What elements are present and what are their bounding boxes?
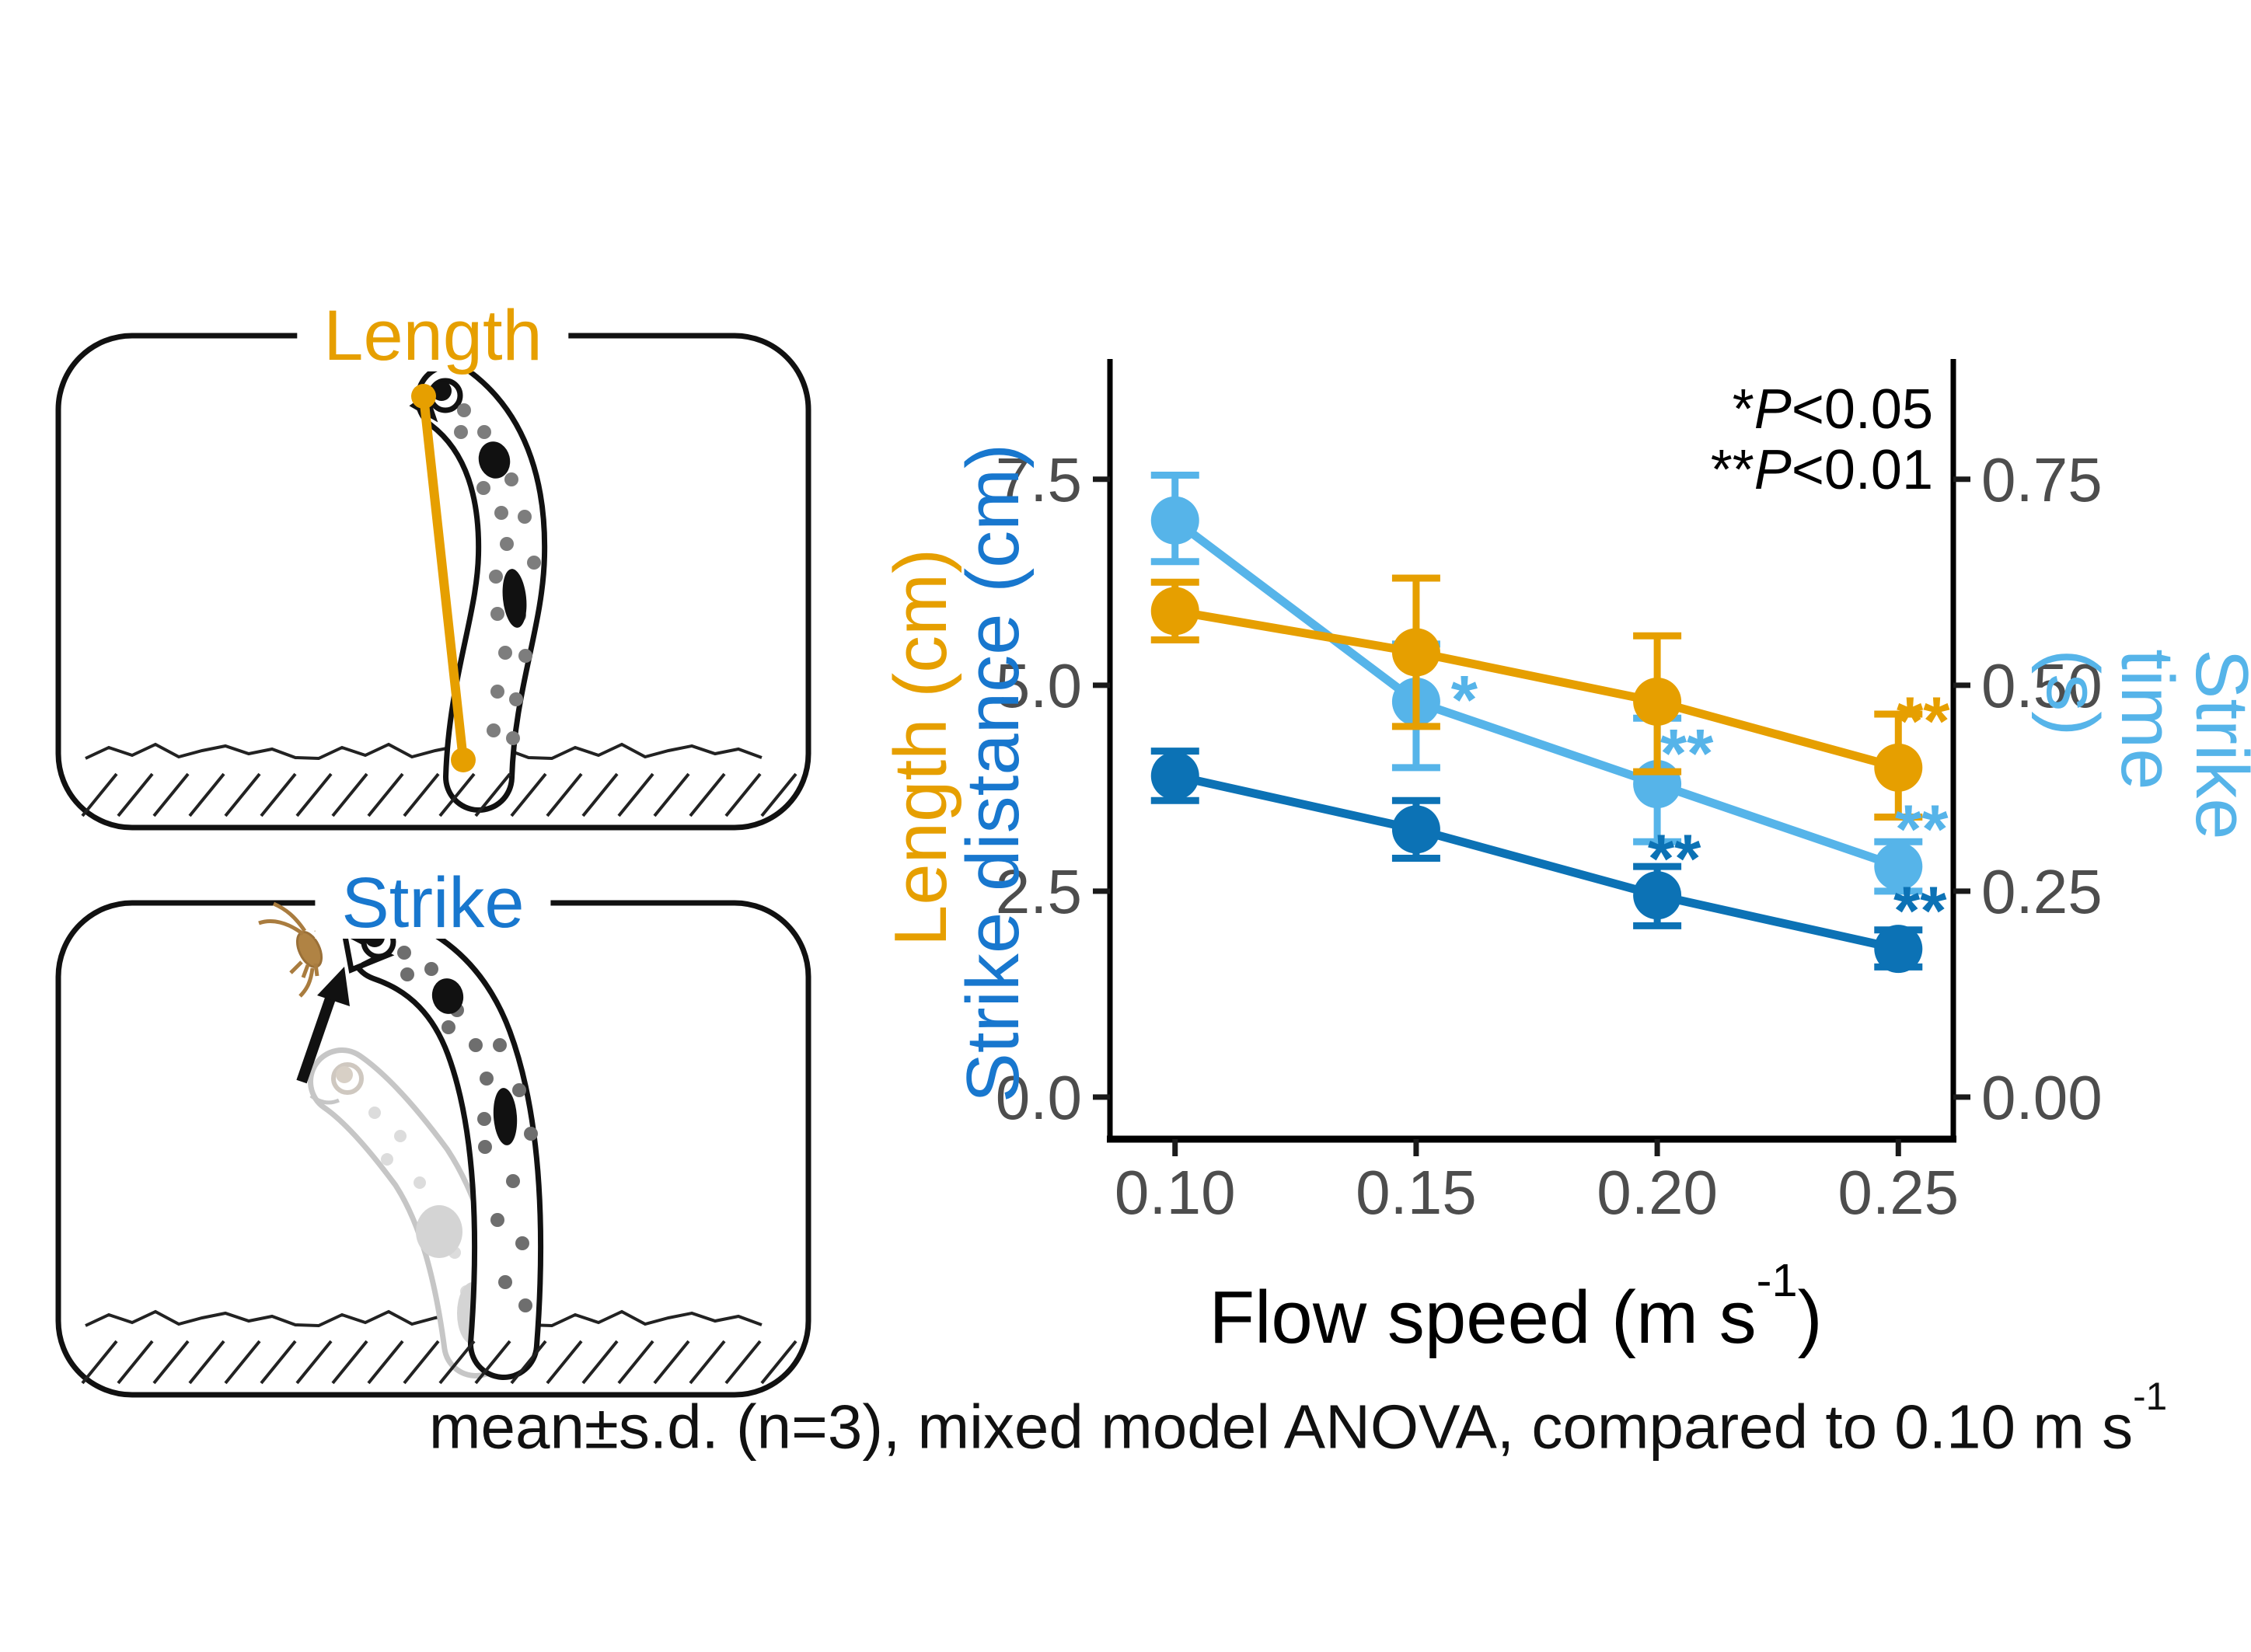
p-value-legend: *P<0.05 **P<0.01 xyxy=(1711,379,1933,500)
significance-mark: ** xyxy=(1897,682,1950,759)
length-seafloor xyxy=(85,742,763,761)
data-point xyxy=(1874,925,1923,974)
strike-seafloor-hatch xyxy=(81,1340,797,1385)
strike-seafloor xyxy=(85,1309,763,1328)
length-eel-blotch-2 xyxy=(502,569,527,628)
caption-sup: -1 xyxy=(2133,1374,2168,1418)
y-axis-title-length: Length (cm) xyxy=(879,548,962,947)
strike-eel-spots xyxy=(397,946,538,1312)
data-point xyxy=(1633,871,1682,920)
figure-caption: mean±s.d. (n=3), mixed model ANOVA, comp… xyxy=(404,1375,2192,1463)
series-line xyxy=(1171,771,1903,953)
significance-mark: ** xyxy=(1895,790,1949,867)
length-eel-blotch-1 xyxy=(478,441,511,479)
p-legend-line-2: **P<0.01 xyxy=(1710,439,1933,501)
x-tick-label: 0.20 xyxy=(1597,1158,1718,1227)
x-tick-label: 0.25 xyxy=(1837,1158,1959,1227)
data-point xyxy=(1391,628,1440,677)
left-tick-label: 0.0 xyxy=(996,1063,1082,1132)
right-tick-label: 0.75 xyxy=(1981,445,2103,514)
data-point xyxy=(1150,751,1199,800)
length-measure-dot-top xyxy=(411,384,436,409)
data-point xyxy=(1874,842,1923,891)
significance-mark: ** xyxy=(1893,872,1947,949)
strike-eel-illustration xyxy=(340,911,544,1380)
left-tick-label: 5.0 xyxy=(996,651,1082,720)
data-point xyxy=(1150,587,1199,636)
x-axis-title: Flow speed (m s-1) xyxy=(1088,1254,1943,1361)
right-tick-label: 0.25 xyxy=(1981,857,2103,926)
series-strike-time xyxy=(1150,471,1923,895)
significance-mark: ** xyxy=(1648,820,1701,897)
strike-eel-blotch-1 xyxy=(431,978,464,1014)
x-axis-title-sup: -1 xyxy=(1756,1254,1798,1307)
x-tick-label: 0.15 xyxy=(1356,1158,1477,1227)
y-axis-title-strike-time: Strike time (s) xyxy=(2031,649,2251,840)
p-legend-line-1: *P<0.05 xyxy=(1732,378,1933,441)
data-point xyxy=(1150,496,1199,545)
right-tick-label: 0.00 xyxy=(1981,1063,2103,1132)
series-line xyxy=(1171,516,1903,871)
y-axis-title-strike-distance: Strike distance (cm) xyxy=(951,443,1035,1103)
x-axis-title-text: Flow speed (m s xyxy=(1209,1276,1757,1359)
series-line xyxy=(1171,606,1903,772)
length-seafloor-hatch xyxy=(81,772,797,817)
length-eel-pupil xyxy=(431,381,452,401)
x-axis-title-suffix: ) xyxy=(1797,1276,1823,1359)
chart-axes: 0.0 2.5 5.0 7.5 0.00 0.25 0.50 0.75 0.10 0.15 0.20… xyxy=(996,359,2103,1227)
x-tick-label: 0.10 xyxy=(1115,1158,1236,1227)
series-length xyxy=(1150,574,1923,821)
strike-eel-blotch-2 xyxy=(493,1088,518,1145)
left-tick-label: 2.5 xyxy=(996,857,1082,926)
data-point xyxy=(1391,805,1440,854)
strike-arrow xyxy=(296,967,350,1084)
data-point xyxy=(1633,678,1682,727)
significance-mark: ** xyxy=(1660,714,1714,791)
data-point xyxy=(1874,743,1923,792)
strike-panel-title: Strike xyxy=(315,867,551,939)
length-measure-dot-bottom xyxy=(451,748,476,772)
right-tick-label: 0.50 xyxy=(1981,651,2103,720)
caption-text: mean±s.d. (n=3), mixed model ANOVA, comp… xyxy=(428,1392,2134,1462)
left-tick-label: 7.5 xyxy=(996,445,1082,514)
length-panel-title: Length xyxy=(297,300,569,371)
significance-mark: * xyxy=(1451,660,1478,737)
length-eel-spots xyxy=(454,403,541,745)
length-measure-line xyxy=(419,396,468,761)
length-eel-illustration xyxy=(409,363,548,813)
series-strike-distance xyxy=(1150,748,1923,974)
